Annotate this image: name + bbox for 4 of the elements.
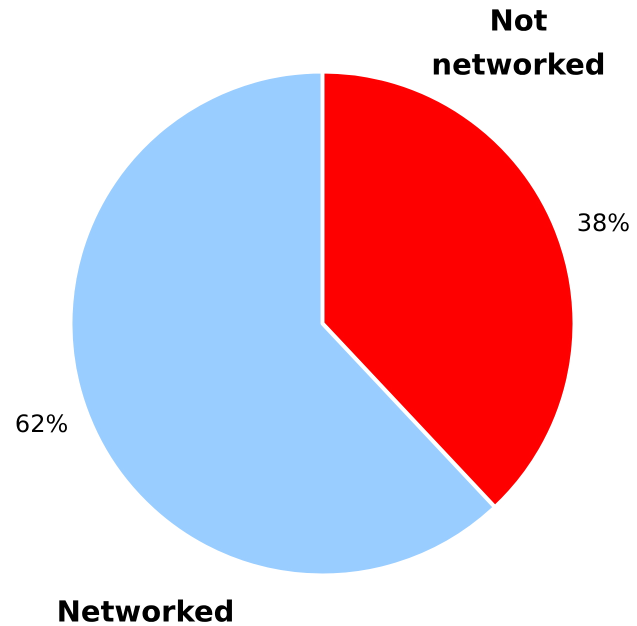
slice-label: Not networked [431, 3, 606, 82]
slice-label: Networked [56, 594, 234, 626]
data-label: 62% [14, 410, 68, 438]
data-label: 38% [576, 208, 630, 237]
